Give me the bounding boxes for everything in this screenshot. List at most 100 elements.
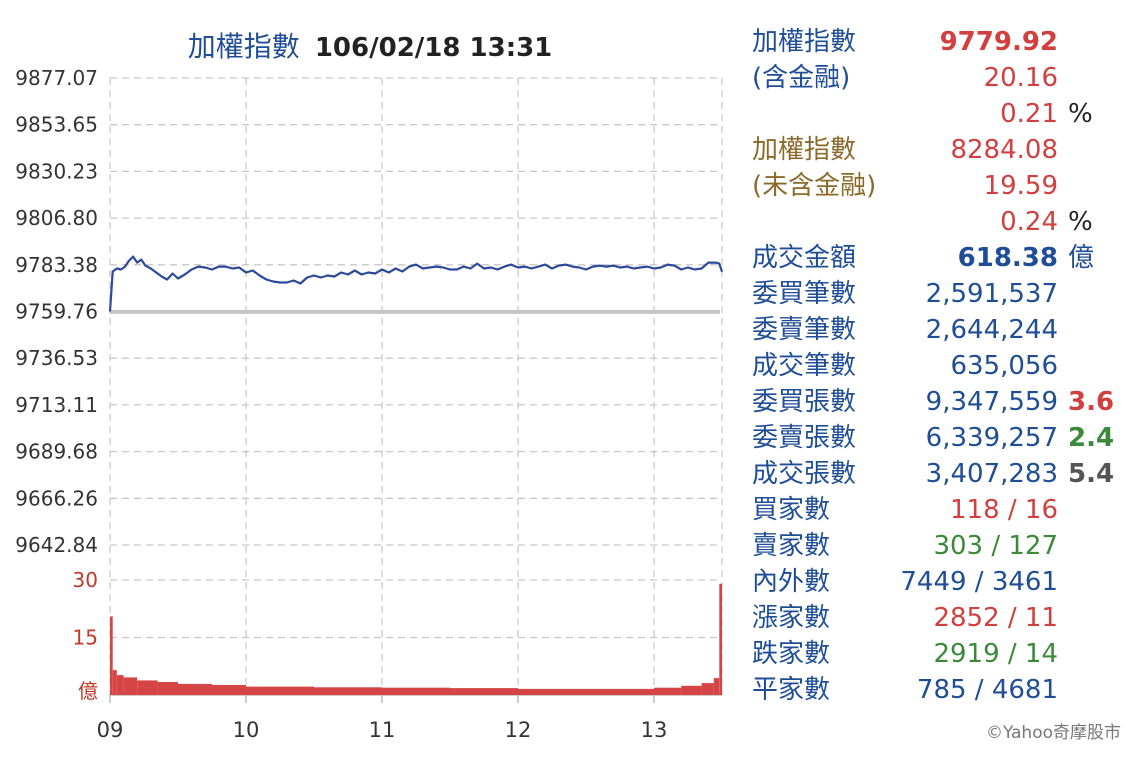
volume-tick-label: 30 (73, 568, 98, 592)
chart-title-index: 加權指數 (188, 30, 300, 63)
volume-bar (123, 677, 138, 695)
stats-value: 785 / 4681 (916, 675, 1058, 705)
stats-row: 平家數 785 / 4681 (752, 672, 1124, 708)
y-tick-label: 9642.84 (15, 533, 98, 557)
y-tick-label: 9806.80 (15, 206, 98, 230)
volume-bar (110, 616, 113, 695)
stats-row: 內外數 7449 / 3461 (752, 564, 1124, 600)
stats-extra: 億 (1068, 243, 1095, 273)
volume-bar (518, 688, 586, 695)
stats-label: 跌家數 (752, 639, 831, 669)
index-line-layer (108, 255, 724, 312)
stats-label: 委賣張數 (752, 423, 857, 453)
y-axis-labels: 9877.07 9853.65 9830.23 9806.80 9783.38 9759.… (15, 66, 98, 557)
stats-row: 買家數 118 / 16 (752, 492, 1124, 528)
volume-bar (681, 685, 702, 695)
x-tick-label: 09 (97, 718, 124, 742)
stats-extra: 5.4 (1068, 459, 1115, 489)
stats-row: 成交金額 618.38 億 (752, 240, 1124, 276)
volume-bar (157, 682, 178, 695)
stats-label: 成交筆數 (752, 351, 857, 381)
x-tick-label: 10 (233, 718, 260, 742)
stats-value: 2919 / 14 (933, 639, 1058, 669)
volume-bar (212, 685, 246, 695)
stats-label: 內外數 (752, 567, 831, 597)
volume-bar (178, 683, 212, 695)
stats-row: 賣家數 303 / 127 (752, 528, 1124, 564)
stats-row: (含金融) 20.16 (752, 60, 1124, 96)
stats-row: (未含金融) 19.59 (752, 168, 1124, 204)
volume-bar (450, 688, 518, 695)
y-tick-label: 9689.68 (15, 440, 98, 464)
stats-value: 7449 / 3461 (900, 567, 1058, 597)
stats-label: 成交張數 (752, 459, 857, 489)
volume-tick-label: 億 (78, 679, 98, 703)
volume-bar (137, 680, 158, 695)
stats-label: 平家數 (752, 675, 831, 705)
stats-label: 委賣筆數 (752, 315, 857, 345)
volume-axis-labels: 30 15 億 (73, 568, 98, 703)
stats-value: 303 / 127 (933, 531, 1058, 561)
stats-row: 委買張數 9,347,559 3.6 (752, 384, 1124, 420)
y-tick-label: 9853.65 (15, 113, 98, 137)
y-tick-label: 9783.38 (15, 253, 98, 277)
volume-bar (586, 688, 654, 695)
index-stats-panel: 加權指數 9779.92 (含金融) 20.16 0.21% 加權指數 8284.08 (未含… (752, 24, 1124, 708)
stats-value: 118 / 16 (950, 495, 1058, 525)
copyright-text: ©Yahoo奇摩股市 (985, 723, 1121, 743)
stats-extra: % (1068, 207, 1093, 237)
y-tick-label: 9830.23 (15, 159, 98, 183)
stats-value: 0.21 (1000, 99, 1058, 129)
index-series-line (108, 255, 724, 312)
stats-extra: % (1068, 99, 1093, 129)
stats-label: 賣家數 (752, 531, 831, 561)
volume-bar (382, 687, 450, 695)
y-tick-label: 9759.76 (15, 300, 98, 324)
y-tick-label: 9877.07 (15, 66, 98, 90)
stats-label: 漲家數 (752, 603, 831, 633)
stats-value: 0.24 (1000, 207, 1058, 237)
stats-value: 635,056 (950, 351, 1058, 381)
index-chart: 9877.07 9853.65 9830.23 9806.80 9783.38 9759.… (15, 30, 724, 742)
chart-title-datetime: 106/02/18 13:31 (315, 33, 552, 63)
volume-bar (701, 683, 714, 695)
stats-row: 委買筆數 2,591,537 (752, 276, 1124, 312)
chart-title: 加權指數 106/02/18 13:31 (188, 30, 553, 63)
stats-value: 19.59 (983, 171, 1058, 201)
y-tick-label: 9736.53 (15, 346, 98, 370)
stats-label: (未含金融) (752, 171, 877, 201)
stats-value: 2852 / 11 (933, 603, 1058, 633)
stats-value: 8284.08 (950, 135, 1058, 165)
y-tick-label: 9666.26 (15, 486, 98, 510)
stats-row: 漲家數 2852 / 11 (752, 600, 1124, 636)
x-tick-label: 13 (641, 718, 668, 742)
stats-row: 0.24% (752, 204, 1124, 240)
stats-row: 委賣筆數 2,644,244 (752, 312, 1124, 348)
stats-value: 6,339,257 (925, 423, 1058, 453)
stats-value: 9779.92 (939, 27, 1058, 57)
stats-row: 加權指數 8284.08 (752, 132, 1124, 168)
stats-value: 9,347,559 (925, 387, 1058, 417)
stats-value: 20.16 (983, 63, 1058, 93)
stats-row: 跌家數 2919 / 14 (752, 636, 1124, 672)
stats-value: 3,407,283 (925, 459, 1058, 489)
volume-tick-label: 15 (73, 626, 98, 650)
stats-label: 加權指數 (752, 27, 857, 57)
stats-extra: 3.6 (1068, 387, 1115, 417)
stats-value: 2,644,244 (925, 315, 1058, 345)
stats-label: 加權指數 (752, 135, 857, 165)
stats-label: (含金融) (752, 63, 851, 93)
volume-bar-layer (110, 583, 722, 695)
y-tick-label: 9713.11 (15, 393, 98, 417)
stats-row: 成交張數 3,407,283 5.4 (752, 456, 1124, 492)
stats-row: 0.21% (752, 96, 1124, 132)
volume-bar (246, 686, 314, 695)
volume-bar (719, 583, 722, 695)
volume-bar (713, 678, 720, 695)
volume-bar (112, 670, 117, 695)
stats-label: 買家數 (752, 495, 831, 525)
volume-bar (314, 687, 382, 695)
x-tick-label: 11 (369, 718, 396, 742)
stats-row: 加權指數 9779.92 (752, 24, 1124, 60)
stats-extra: 2.4 (1068, 423, 1115, 453)
